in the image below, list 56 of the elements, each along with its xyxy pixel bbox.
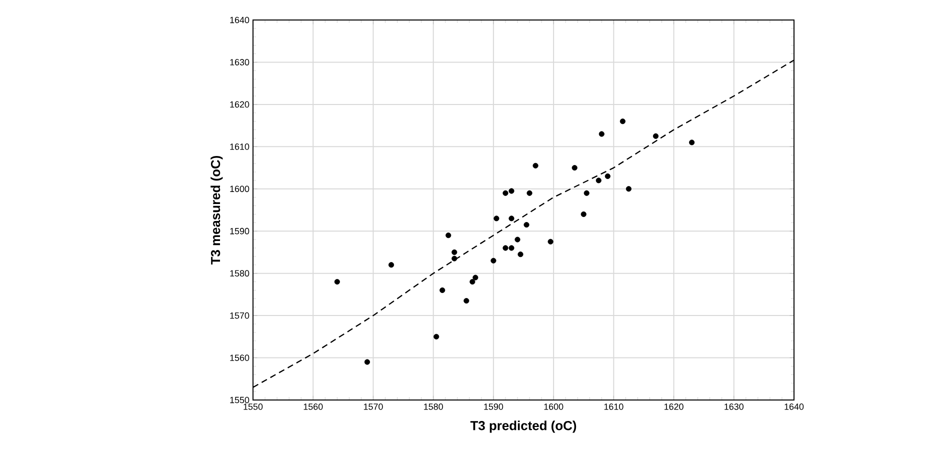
point <box>490 258 496 264</box>
x-tick-label: 1620 <box>664 404 684 410</box>
point <box>364 359 370 365</box>
point <box>572 164 578 171</box>
y-tick-label: 1580 <box>230 270 250 277</box>
y-tick-label: 1550 <box>230 396 250 404</box>
point <box>334 278 340 285</box>
y-tick-label: 1570 <box>230 312 250 319</box>
point <box>508 188 514 194</box>
y-tick-label: 1560 <box>230 354 250 361</box>
point <box>502 190 508 196</box>
x-tick-label: 1550 <box>244 404 263 410</box>
point <box>502 245 508 251</box>
point <box>652 133 659 139</box>
point <box>452 249 458 256</box>
y-tick-label: 1590 <box>230 228 250 234</box>
point <box>548 238 554 244</box>
x-axis-title: T3 predicted (oC) <box>470 420 576 433</box>
x-tick-label: 1600 <box>544 404 564 410</box>
y-tick-label: 1620 <box>230 101 250 108</box>
point <box>464 298 470 304</box>
x-tick-label: 1560 <box>304 404 323 410</box>
point <box>526 190 532 196</box>
point <box>446 232 452 238</box>
point <box>470 278 476 285</box>
point <box>472 274 478 280</box>
point <box>524 222 530 228</box>
point <box>604 173 610 180</box>
x-tick-label: 1610 <box>604 404 624 410</box>
x-tick-label: 1640 <box>784 404 804 410</box>
point <box>598 131 604 137</box>
y-tick-label: 1610 <box>230 143 250 150</box>
point <box>584 190 590 196</box>
point <box>508 245 514 251</box>
x-tick-label: 1570 <box>364 404 383 410</box>
point <box>532 162 538 168</box>
point <box>596 178 602 184</box>
x-tick-label: 1590 <box>484 404 504 410</box>
point <box>626 186 632 192</box>
point <box>388 262 394 268</box>
point <box>508 216 514 222</box>
y-tick-label: 1600 <box>230 186 250 192</box>
point <box>440 287 446 294</box>
y-axis-title: T3 measured (oC) <box>210 156 223 265</box>
point <box>514 236 520 242</box>
point <box>620 118 626 124</box>
point <box>494 216 500 222</box>
x-tick-label: 1580 <box>424 404 443 410</box>
point <box>689 140 695 146</box>
point <box>518 252 524 258</box>
y-tick-label: 1630 <box>230 59 250 66</box>
x-tick-label: 1630 <box>724 404 744 410</box>
point <box>434 334 440 340</box>
point <box>452 256 458 262</box>
y-tick-label: 1640 <box>230 16 250 24</box>
point <box>580 211 586 218</box>
